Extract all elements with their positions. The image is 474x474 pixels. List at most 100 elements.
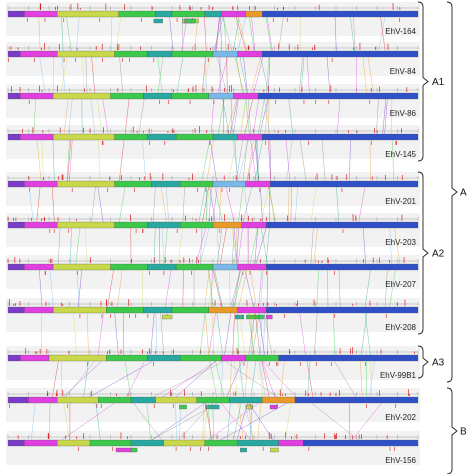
group-bracket: A xyxy=(446,1,467,383)
collinear-block xyxy=(24,10,58,18)
synteny-link xyxy=(114,312,119,356)
collinear-block xyxy=(143,92,173,100)
synteny-link xyxy=(224,360,278,398)
synteny-link xyxy=(250,139,257,182)
synteny-link xyxy=(232,269,241,308)
genome-label: EhV-86 xyxy=(390,109,417,118)
synteny-link xyxy=(246,139,258,182)
synteny-link xyxy=(138,98,145,135)
synteny-link xyxy=(313,227,318,265)
synteny-link xyxy=(334,16,337,52)
inverted-block xyxy=(266,314,273,320)
synteny-link xyxy=(150,312,155,356)
group-label: A2 xyxy=(432,249,445,260)
inverted-block xyxy=(235,314,244,320)
synteny-link xyxy=(360,360,363,398)
synteny-link xyxy=(306,56,310,94)
collinear-block xyxy=(7,180,25,188)
synteny-link xyxy=(160,312,165,356)
synteny-link xyxy=(157,56,164,94)
synteny-link xyxy=(353,16,356,52)
synteny-link xyxy=(65,360,96,398)
synteny-link xyxy=(255,227,267,265)
synteny-link xyxy=(206,186,210,223)
synteny-link xyxy=(258,269,263,308)
synteny-link xyxy=(204,56,207,94)
inverted-block xyxy=(269,404,278,410)
synteny-link xyxy=(61,56,66,94)
synteny-link xyxy=(220,402,288,441)
collinear-block xyxy=(163,439,205,447)
synteny-link xyxy=(207,269,216,308)
synteny-link xyxy=(208,269,213,308)
synteny-link xyxy=(205,402,212,441)
collinear-block xyxy=(20,50,58,58)
collinear-block xyxy=(7,306,25,314)
synteny-link xyxy=(160,186,167,223)
synteny-link xyxy=(238,402,244,441)
inverted-block xyxy=(184,18,196,24)
synteny-link xyxy=(285,402,292,441)
synteny-link xyxy=(337,98,341,135)
synteny-link xyxy=(240,98,247,135)
group-bracket: A3 xyxy=(417,345,445,379)
synteny-link xyxy=(232,139,239,182)
synteny-link xyxy=(240,98,247,135)
synteny-link xyxy=(201,139,211,182)
synteny-link xyxy=(75,227,81,265)
synteny-link xyxy=(226,98,237,135)
collinear-block xyxy=(266,306,419,314)
synteny-link xyxy=(264,98,269,135)
synteny-link xyxy=(234,360,237,398)
synteny-link xyxy=(216,56,227,94)
synteny-link xyxy=(253,98,259,135)
synteny-link xyxy=(211,98,214,135)
collinear-block xyxy=(262,133,419,141)
synteny-link xyxy=(242,139,248,182)
synteny-link xyxy=(299,139,307,182)
collinear-block xyxy=(57,439,91,447)
collinear-block xyxy=(155,396,197,404)
collinear-block xyxy=(130,396,156,404)
collinear-block xyxy=(114,133,148,141)
synteny-link xyxy=(70,227,72,265)
synteny-link xyxy=(362,56,367,94)
collinear-block xyxy=(7,354,21,362)
synteny-link xyxy=(321,139,326,182)
synteny-link xyxy=(349,139,351,182)
inverted-block xyxy=(179,404,187,410)
collinear-block xyxy=(245,10,263,18)
collinear-block xyxy=(212,221,242,229)
synteny-link xyxy=(314,312,318,356)
synteny-link xyxy=(288,98,294,135)
synteny-link xyxy=(182,269,184,308)
collinear-block xyxy=(257,92,419,100)
synteny-link xyxy=(222,16,233,52)
synteny-link xyxy=(264,312,273,356)
synteny-link xyxy=(250,312,255,356)
collinear-block xyxy=(89,439,132,447)
synteny-link xyxy=(269,139,272,182)
genome-labels: EhV-164 EhV-84 EhV-86 EhV-145 EhV-201 EhV-203… xyxy=(380,27,417,465)
collinear-block xyxy=(208,306,238,314)
bracket-line xyxy=(417,171,429,335)
synteny-link xyxy=(248,312,255,356)
synteny-link xyxy=(239,360,244,398)
synteny-link xyxy=(229,360,232,398)
synteny-link xyxy=(259,98,269,135)
synteny-link xyxy=(89,360,153,398)
synteny-link xyxy=(206,139,214,182)
synteny-link xyxy=(243,56,248,94)
synteny-link xyxy=(33,98,36,135)
collinear-block xyxy=(221,354,246,362)
group-bracket: A2 xyxy=(417,171,445,335)
synteny-link xyxy=(209,186,216,223)
synteny-link xyxy=(250,56,261,94)
collinear-block xyxy=(262,10,419,18)
collinear-block xyxy=(303,439,419,447)
synteny-link xyxy=(278,16,284,52)
collinear-block xyxy=(180,354,222,362)
synteny-link xyxy=(178,402,213,441)
synteny-link xyxy=(102,98,109,135)
genome-label: EhV-84 xyxy=(390,67,417,76)
